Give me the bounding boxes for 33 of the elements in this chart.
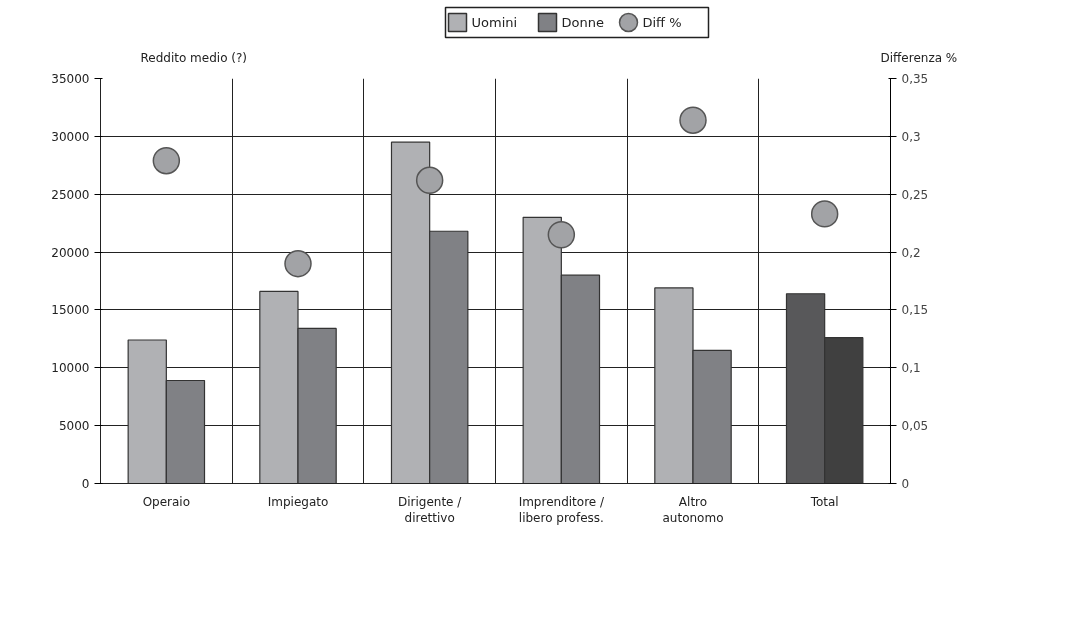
point (547, 220, 576, 249)
x-tick-label: Dirigente / direttivo (397, 494, 463, 526)
point (810, 200, 839, 228)
x-tick-label: Impiegato (267, 494, 329, 509)
y2-tick-label: 0,15 (901, 303, 929, 318)
y2-tick-label: 0,2 (901, 245, 921, 260)
x-tick-label: Imprenditore / libero profess. (518, 494, 605, 526)
y-tick-label: 20000 (51, 245, 90, 260)
y-axis-title: Reddito medio (?) (140, 50, 248, 65)
y-tick-label: 15000 (51, 303, 90, 318)
y-tick-label: 25000 (51, 187, 90, 202)
legend-label: Donne (561, 15, 604, 30)
point (284, 249, 312, 278)
point (152, 146, 181, 175)
legend-label: Uomini (471, 15, 518, 30)
y-tick-label: 35000 (51, 72, 90, 86)
x-tick-label: Total (809, 494, 839, 509)
legend-label: Diff % (642, 15, 682, 30)
y2-tick-label: 0 (901, 477, 910, 491)
y2-tick-label: 0,3 (901, 129, 921, 144)
point (679, 106, 707, 134)
point (415, 166, 444, 195)
y2-tick-label: 0,1 (901, 361, 921, 376)
y2-axis-title: Differenza % (880, 50, 958, 65)
x-tick-label: Operaio (142, 494, 191, 509)
x-tick-label: Altro autonomo (662, 494, 724, 526)
y-tick-label: 0 (81, 477, 90, 491)
y-tick-label: 10000 (51, 361, 90, 376)
y-tick-label: 30000 (51, 129, 90, 144)
y2-tick-label: 0,25 (901, 187, 929, 202)
y-tick-label: 5000 (58, 419, 90, 434)
y2-tick-label: 0,05 (901, 419, 929, 434)
y2-tick-label: 0,35 (901, 72, 929, 86)
